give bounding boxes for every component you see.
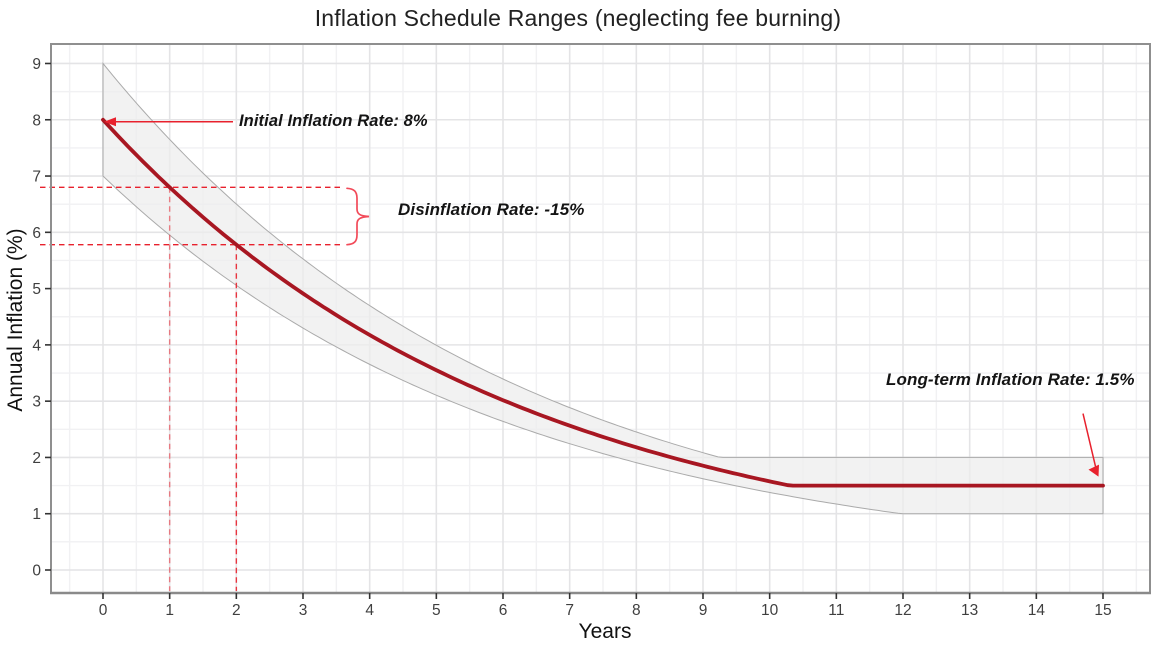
- x-tick-label: 11: [828, 602, 844, 619]
- chart-title: Inflation Schedule Ranges (neglecting fe…: [314, 5, 842, 31]
- x-tick-label: 3: [299, 602, 308, 619]
- x-tick-label: 5: [432, 602, 441, 619]
- x-tick-label: 9: [699, 602, 708, 619]
- x-tick-label: 15: [1094, 602, 1111, 619]
- x-axis-title: Years: [578, 620, 632, 643]
- y-tick-label: 4: [32, 337, 41, 354]
- expected-inflation-line: [101, 117, 1105, 488]
- y-axis-title: Annual Inflation (%): [4, 228, 27, 412]
- x-tick-label: 10: [761, 602, 779, 619]
- brace: [346, 187, 370, 246]
- longterm-arrow-head: [1088, 464, 1099, 477]
- x-tick-label: 8: [632, 602, 641, 619]
- x-tick-label: 13: [961, 602, 978, 619]
- x-tick-label: 14: [1028, 602, 1046, 619]
- x-tick-label: 0: [99, 602, 108, 619]
- annotation-longterm-inflation-rate: Long-term Inflation Rate: 1.5%: [886, 370, 1135, 389]
- annotation-disinflation-rate: Disinflation Rate: -15%: [398, 200, 585, 219]
- x-tick-label: 6: [499, 602, 508, 619]
- x-tick-label: 12: [894, 602, 911, 619]
- x-tick-label: 2: [232, 602, 241, 619]
- y-tick-label: 1: [32, 506, 41, 523]
- y-tick-label: 5: [32, 281, 41, 298]
- y-tick-label: 8: [32, 112, 41, 129]
- y-tick-label: 9: [32, 56, 41, 73]
- y-tick-label: 3: [32, 394, 41, 411]
- x-tick-label: 1: [165, 602, 174, 619]
- y-tick-label: 6: [32, 225, 41, 242]
- x-tick-label: 7: [565, 602, 574, 619]
- initial-arrow-head: [104, 117, 116, 127]
- y-tick-label: 7: [32, 169, 41, 186]
- annotation-initial-inflation-rate: Initial Inflation Rate: 8%: [239, 112, 428, 130]
- y-tick-label: 2: [32, 450, 41, 467]
- y-tick-label: 0: [32, 563, 41, 580]
- confidence-band: [102, 62, 1104, 515]
- longterm-arrow-line: [1082, 413, 1097, 469]
- x-tick-label: 4: [365, 602, 374, 619]
